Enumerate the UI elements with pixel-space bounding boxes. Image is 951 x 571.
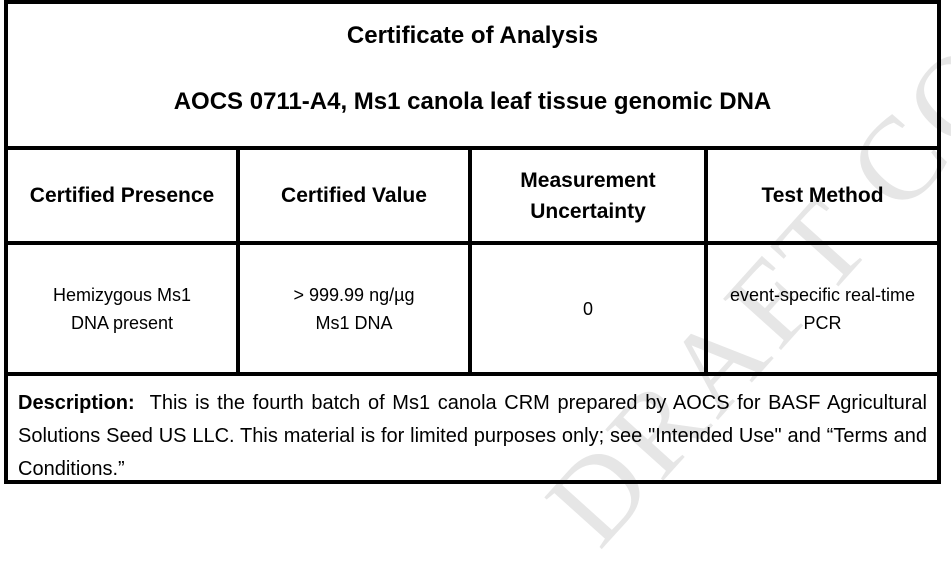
cell-line2: PCR [803, 312, 842, 333]
header-label: Test Method [761, 184, 884, 207]
certificate-table: Certificate of Analysis AOCS 0711-A4, Ms… [4, 0, 941, 484]
row-divider [8, 241, 937, 245]
cell-line2: Ms1 DNA [315, 312, 393, 333]
cell-test-method: event-specific real-time PCR [708, 245, 937, 372]
header-label: Certified Value [281, 184, 427, 207]
cell-certified-value: > 999.99 ng/µg Ms1 DNA [240, 245, 468, 372]
cell-line1: event-specific real-time [729, 284, 916, 305]
description-block: Description: This is the fourth batch of… [8, 372, 937, 480]
cell-line1: > 999.99 ng/µg [293, 284, 415, 305]
cell-value: 0 [582, 298, 593, 319]
header-label-line1: Measurement [520, 168, 656, 192]
cell-line2: DNA present [70, 312, 174, 333]
column-divider [704, 150, 708, 372]
certificate-title: Certificate of Analysis [346, 22, 599, 49]
cell-certified-presence: Hemizygous Ms1 DNA present [8, 245, 236, 372]
header-measurement-uncertainty: Measurement Uncertainty [472, 150, 704, 241]
header-certified-presence: Certified Presence [8, 150, 236, 241]
description-text: This is the fourth batch of Ms1 canola C… [18, 392, 927, 480]
description-label: Description: [18, 392, 135, 414]
header-certified-value: Certified Value [240, 150, 468, 241]
cell-line1: Hemizygous Ms1 [52, 284, 192, 305]
header-test-method: Test Method [708, 150, 937, 241]
header-label: Certified Presence [29, 184, 215, 207]
column-divider [236, 150, 240, 372]
cell-measurement-uncertainty: 0 [472, 245, 704, 372]
analysis-grid: Certified Presence Certified Value Measu… [8, 150, 937, 372]
certificate-subtitle: AOCS 0711-A4, Ms1 canola leaf tissue gen… [173, 88, 772, 115]
column-divider [468, 150, 472, 372]
title-block: Certificate of Analysis AOCS 0711-A4, Ms… [8, 4, 937, 150]
header-label-line2: Uncertainty [530, 199, 646, 223]
